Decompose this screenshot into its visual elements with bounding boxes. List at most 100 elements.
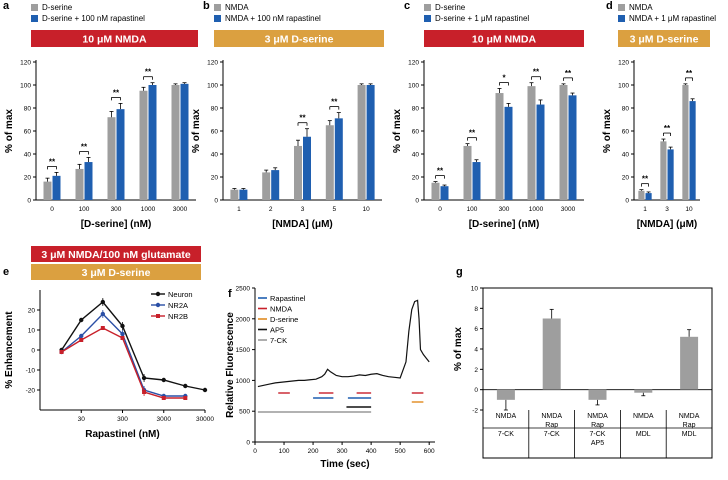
point-e-Neuron <box>141 375 147 381</box>
sig-marker-c: * <box>502 73 506 82</box>
y-tick-label-c: 100 <box>408 83 419 90</box>
x-tick-label-b: 5 <box>332 206 336 213</box>
banner-e-1-text: 3 μM D-serine <box>82 267 151 279</box>
y-tick-label-b: 0 <box>214 198 218 205</box>
bar-c-0 <box>431 182 440 200</box>
sig-marker-a: ** <box>81 142 88 151</box>
x-tick-label-c: 300 <box>499 206 510 213</box>
legend-f-label-AP5: AP5 <box>270 326 284 335</box>
legend-e-label-Neuron: Neuron <box>168 290 193 299</box>
x-tick-label-a: 300 <box>111 206 122 213</box>
legend-c-1-swatch <box>424 15 431 22</box>
point-e-NR2A <box>79 333 84 339</box>
x-tick-label-b: 1 <box>237 206 241 213</box>
point-e-NR2B <box>161 396 166 400</box>
category-label-g: Rap <box>545 422 558 429</box>
category-label-g: NMDA <box>587 413 608 420</box>
bar-c-0 <box>559 85 568 200</box>
legend-c-1-label: D-serine + 1 μM rapastinel <box>435 14 529 23</box>
y-tick-label-b: 60 <box>211 129 219 136</box>
y-axis-title-g: % of max <box>453 327 464 371</box>
point-e-NR2A <box>100 311 106 317</box>
y-axis-title-a: % of max <box>4 109 15 153</box>
category-label-g: MDL <box>682 431 697 438</box>
banner-a <box>31 30 198 47</box>
legend-b-1-label: NMDA + 100 nM rapastinel <box>225 14 321 23</box>
x-tick-label-c: 1000 <box>529 206 544 213</box>
sig-marker-d: ** <box>664 124 671 133</box>
sig-marker-c: ** <box>533 68 540 77</box>
point-e-Neuron <box>120 323 125 329</box>
bar-c-1 <box>536 104 545 200</box>
x-tick-label-d: 3 <box>665 206 669 213</box>
legend-f-label-D-serine: D-serine <box>270 315 298 324</box>
y-tick-label-g: 8 <box>474 306 478 313</box>
y-tick-label-c: 120 <box>408 60 419 67</box>
legend-e-marker <box>155 302 161 308</box>
x-axis-title-e: Rapastinel (nM) <box>85 429 159 440</box>
x-tick-label-f: 100 <box>279 448 290 455</box>
y-tick-label-c: 80 <box>412 106 420 113</box>
y-tick-label-b: 40 <box>211 152 219 159</box>
panel-label-d: d <box>606 0 613 12</box>
x-tick-label-b: 10 <box>362 206 370 213</box>
y-tick-label-f: 1500 <box>236 347 251 354</box>
category-label-g: NMDA <box>633 413 654 420</box>
bar-g <box>588 389 607 400</box>
bar-d-0 <box>682 85 689 200</box>
banner-b-text: 3 μM D-serine <box>265 34 334 46</box>
bar-a-0 <box>139 90 148 200</box>
y-tick-label-g: 2 <box>474 367 478 374</box>
bar-c-0 <box>463 145 472 200</box>
x-tick-label-f: 500 <box>395 448 406 455</box>
x-tick-label-f: 600 <box>424 448 435 455</box>
category-label-g: NMDA <box>679 413 700 420</box>
y-tick-label-g: 6 <box>474 326 478 333</box>
bar-g <box>634 389 653 393</box>
bar-d-1 <box>667 149 674 200</box>
y-tick-label-b: 120 <box>207 60 218 67</box>
x-tick-label-a: 100 <box>79 206 90 213</box>
bar-c-1 <box>472 162 481 200</box>
legend-a-1-swatch <box>31 15 38 22</box>
legend-f-label-7-CK: 7-CK <box>270 336 287 345</box>
legend-c-0-label: D-serine <box>435 3 466 12</box>
bar-a-1 <box>180 83 189 200</box>
legend-d-1-swatch <box>618 15 625 22</box>
bar-d-1 <box>689 101 696 200</box>
y-tick-label-e: -20 <box>26 388 36 395</box>
x-tick-label-f: 0 <box>253 448 257 455</box>
legend-a-0-label: D-serine <box>42 3 73 12</box>
y-tick-label-f: 2500 <box>236 286 251 293</box>
legend-b-0-label: NMDA <box>225 3 249 12</box>
y-tick-label-f: 500 <box>239 409 250 416</box>
point-e-NR2B <box>183 396 188 400</box>
bar-d-1 <box>645 193 652 200</box>
legend-b-0-swatch <box>214 4 221 11</box>
category-label-g: MDL <box>636 431 651 438</box>
panel-label-a: a <box>3 0 10 12</box>
y-tick-label-b: 20 <box>211 175 219 182</box>
y-tick-label-f: 0 <box>246 440 250 447</box>
bar-g <box>496 389 515 400</box>
category-label-g: AP5 <box>591 440 604 447</box>
banner-d-text: 3 μM D-serine <box>630 34 699 46</box>
y-tick-label-c: 0 <box>415 198 419 205</box>
legend-e-marker <box>155 291 161 297</box>
y-tick-label-c: 40 <box>412 152 420 159</box>
category-label-g: 7-CK <box>498 431 514 438</box>
legend-e-label-NR2B: NR2B <box>168 312 188 321</box>
bar-a-0 <box>43 181 52 200</box>
x-tick-label-c: 100 <box>467 206 478 213</box>
x-tick-label-a: 0 <box>50 206 54 213</box>
banner-e-0-text: 3 μM NMDA/100 nM glutamate <box>41 249 191 261</box>
x-tick-label-c: 3000 <box>561 206 576 213</box>
bar-c-1 <box>504 106 513 200</box>
x-tick-label-a: 1000 <box>141 206 156 213</box>
point-e-Neuron <box>183 383 188 389</box>
y-tick-label-e: 0 <box>31 348 35 355</box>
bar-b-0 <box>357 85 366 200</box>
bar-b-1 <box>239 189 248 200</box>
sig-marker-a: ** <box>113 88 120 97</box>
